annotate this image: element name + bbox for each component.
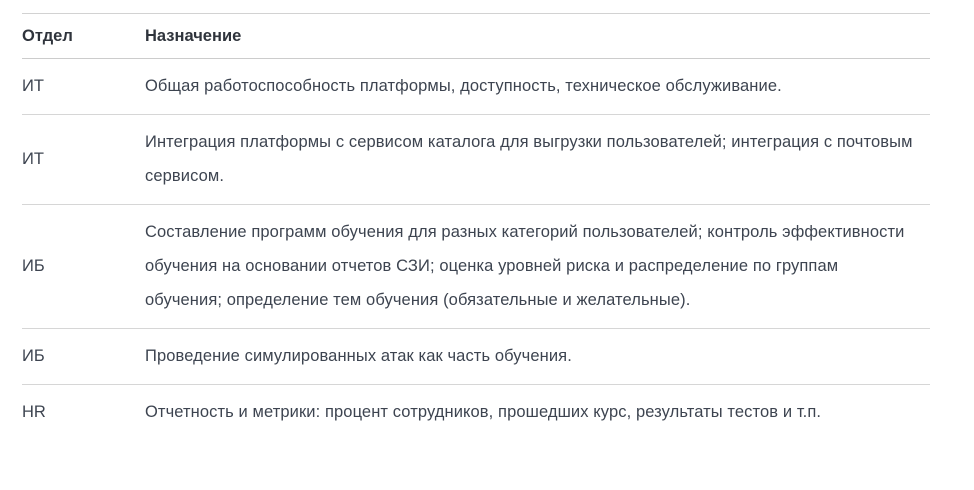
purpose-cell: Составление программ обучения для разных…	[145, 204, 930, 329]
department-cell: ИТ	[22, 114, 145, 205]
column-header-department: Отдел	[22, 13, 145, 59]
column-header-purpose: Назначение	[145, 13, 930, 59]
table-row: ИБ Проведение симулированных атак как ча…	[22, 328, 930, 385]
department-purpose-table: Отдел Назначение ИТ Общая работоспособно…	[22, 13, 930, 440]
purpose-cell: Отчетность и метрики: процент сотруднико…	[145, 403, 822, 421]
department-cell: ИБ	[22, 204, 145, 329]
purpose-cell: Общая работоспособность платформы, досту…	[145, 58, 930, 115]
table-row: ИТ Общая работоспособность платформы, до…	[22, 58, 930, 115]
department-cell: ИТ	[22, 58, 145, 115]
responsibility-table-container: Отдел Назначение ИТ Общая работоспособно…	[22, 13, 930, 440]
purpose-cell: Интеграция платформы с сервисом каталога…	[145, 114, 930, 205]
purpose-cell: Проведение симулированных атак как часть…	[145, 328, 930, 385]
table-row: ИБ Составление программ обучения для раз…	[22, 204, 930, 329]
department-cell: HR	[22, 403, 46, 421]
table-header: Отдел Назначение	[22, 13, 930, 59]
table-body: ИТ Общая работоспособность платформы, до…	[22, 58, 930, 441]
table-row: ИТ Интеграция платформы с сервисом катал…	[22, 114, 930, 205]
department-cell: ИБ	[22, 328, 145, 385]
table-header-row: Отдел Назначение	[22, 13, 930, 59]
table-row: HR Отчетность и метрики: процент сотрудн…	[22, 385, 930, 441]
